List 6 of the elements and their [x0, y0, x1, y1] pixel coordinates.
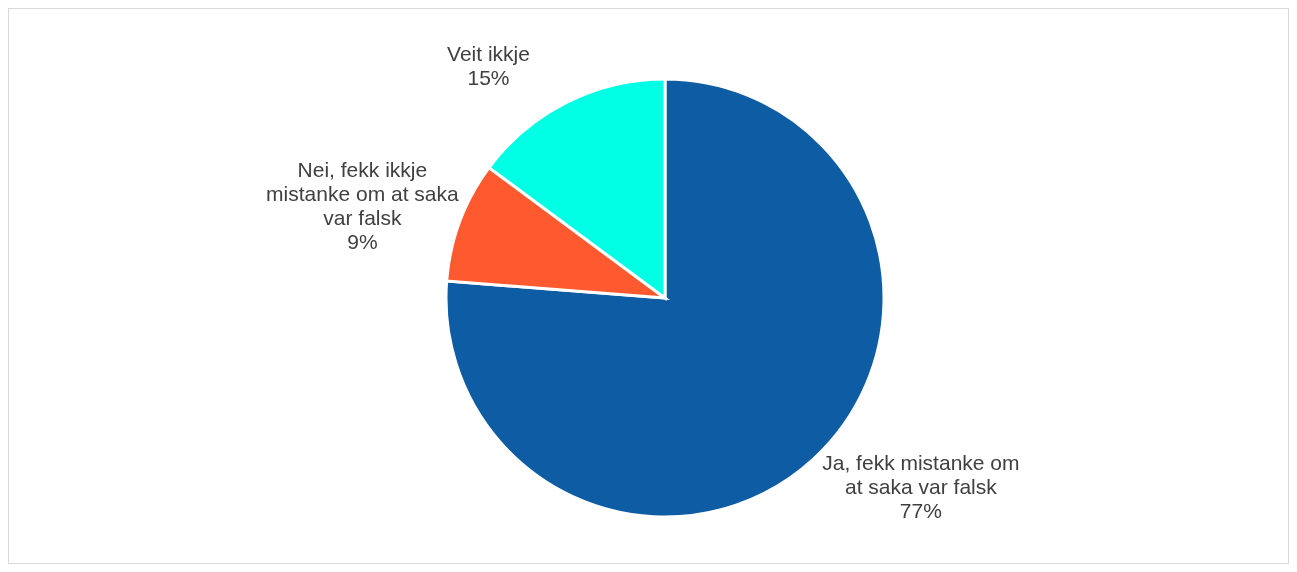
data-label: 9%	[347, 229, 378, 253]
data-label: 15%	[467, 65, 510, 89]
data-label: 77%	[899, 498, 942, 522]
slice-label: Veit ikkje	[447, 41, 530, 65]
slice-label: Ja, fekk mistanke om at saka var falsk	[822, 450, 1020, 498]
slice-label: Nei, fekk ikkje mistanke om at saka var falsk	[266, 157, 459, 229]
